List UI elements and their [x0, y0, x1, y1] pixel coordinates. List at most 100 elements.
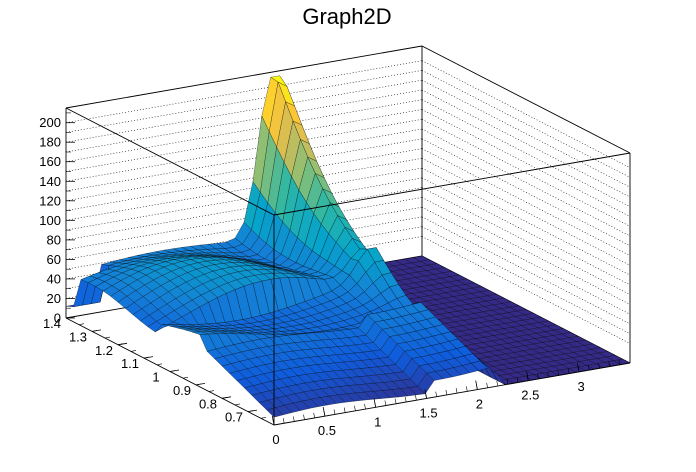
x-minor-tick: [608, 361, 610, 367]
z-tick-label: 160: [39, 154, 61, 169]
y-minor-tick: [260, 417, 267, 419]
surface-cell: [266, 407, 284, 418]
gridline: [421, 128, 631, 237]
gridline: [421, 158, 631, 266]
x-minor-tick: [466, 386, 468, 392]
gridline: [65, 60, 423, 123]
x-minor-tick: [313, 412, 315, 418]
x-minor-tick: [394, 398, 397, 404]
axis-ticks: 0 20 40 60 80 100 120 140 160 180 200 0 0.5 1 1.5 2 2.5 3…: [39, 112, 621, 447]
x-minor-tick: [567, 368, 570, 374]
x-minor-tick: [435, 391, 437, 397]
y-minor-tick: [221, 397, 228, 399]
x-minor-tick: [384, 400, 387, 406]
y-minor-tick: [247, 410, 254, 412]
x-minor-tick: [415, 395, 417, 401]
x-minor-tick: [547, 372, 549, 378]
gridline: [65, 109, 423, 172]
y-minor-tick: [104, 336, 111, 339]
z-tick-label: 120: [39, 193, 61, 208]
gridline: [65, 138, 423, 202]
gridline: [65, 177, 423, 241]
x-minor-tick: [364, 404, 366, 410]
y-minor-tick: [143, 356, 150, 359]
z-tick-label: 40: [47, 271, 61, 286]
gridline: [421, 89, 631, 198]
z-tick-label: 100: [39, 213, 61, 228]
z-tick-label: 180: [39, 135, 61, 150]
x-minor-tick: [282, 418, 285, 424]
x-minor-tick: [343, 407, 346, 413]
y-minor-tick: [117, 343, 124, 345]
front-edge: [65, 107, 275, 216]
z-tick-label: 200: [39, 115, 61, 130]
x-minor-tick: [374, 402, 376, 408]
x-tick-label: 3: [577, 379, 584, 394]
x-minor-tick: [455, 388, 458, 394]
z-tick-label: 20: [47, 291, 61, 306]
z-tick-label: 80: [47, 232, 61, 247]
z-tick-label: 0: [54, 311, 61, 326]
y-tick-label: 0.7: [225, 410, 243, 425]
gridline: [421, 148, 631, 256]
y-tick-label: 1.2: [95, 343, 113, 358]
y-tick-label: 1.3: [69, 329, 87, 344]
x-minor-tick: [323, 411, 326, 417]
x-tick-label: 0: [272, 432, 279, 447]
y-tick: [65, 316, 76, 319]
x-minor-tick: [425, 393, 427, 399]
gridline: [421, 119, 631, 227]
x-minor-tick: [598, 363, 600, 369]
x-minor-tick: [557, 370, 560, 376]
gridline: [65, 158, 423, 221]
gridline: [65, 79, 423, 143]
gridline: [65, 119, 423, 182]
x-minor-tick: [293, 416, 295, 422]
y-minor-tick: [91, 330, 98, 332]
x-tick-label: 1: [374, 414, 381, 429]
x-tick-label: 0.5: [318, 423, 336, 438]
gridline: [65, 148, 423, 211]
x-minor-tick: [618, 359, 621, 365]
y-minor-tick: [208, 390, 215, 392]
y-minor-tick: [169, 370, 176, 372]
x-minor-tick: [506, 379, 509, 385]
gridline: [65, 99, 423, 162]
y-minor-tick: [156, 363, 163, 366]
x-minor-tick: [404, 396, 407, 403]
y-minor-tick: [182, 376, 189, 379]
x-tick-label: 2.5: [521, 388, 539, 403]
y-tick-label: 0.8: [199, 396, 217, 411]
y-tick-label: 1: [152, 370, 159, 385]
x-minor-tick: [537, 373, 539, 379]
front-edge: [273, 362, 631, 426]
gridline: [421, 138, 631, 247]
y-tick-label: 1.1: [121, 356, 139, 371]
x-tick-label: 1.5: [420, 405, 438, 420]
x-minor-tick: [527, 375, 529, 381]
y-tick-label: 0.9: [173, 383, 191, 398]
y-tick-label: 1.4: [43, 316, 61, 331]
gridline: [421, 60, 631, 168]
x-minor-tick: [516, 377, 519, 383]
gridline: [65, 128, 423, 192]
x-minor-tick: [476, 384, 478, 390]
x-minor-tick: [354, 405, 356, 411]
back-edge: [65, 45, 423, 109]
gridline: [421, 177, 631, 286]
x-tick: [271, 415, 275, 426]
gridline: [65, 70, 423, 133]
box-frame-front: [65, 107, 631, 426]
back-edge: [421, 45, 631, 154]
gridline: [421, 109, 631, 217]
gridline: [421, 70, 631, 178]
y-minor-tick: [195, 383, 202, 386]
x-minor-tick: [486, 382, 488, 388]
x-minor-tick: [577, 366, 580, 372]
z-tick-label: 140: [39, 174, 61, 189]
x-minor-tick: [333, 409, 336, 415]
chart-title: Graph2D: [302, 4, 391, 29]
y-minor-tick: [78, 323, 85, 325]
gridline: [65, 89, 423, 153]
front-edge: [273, 152, 631, 216]
